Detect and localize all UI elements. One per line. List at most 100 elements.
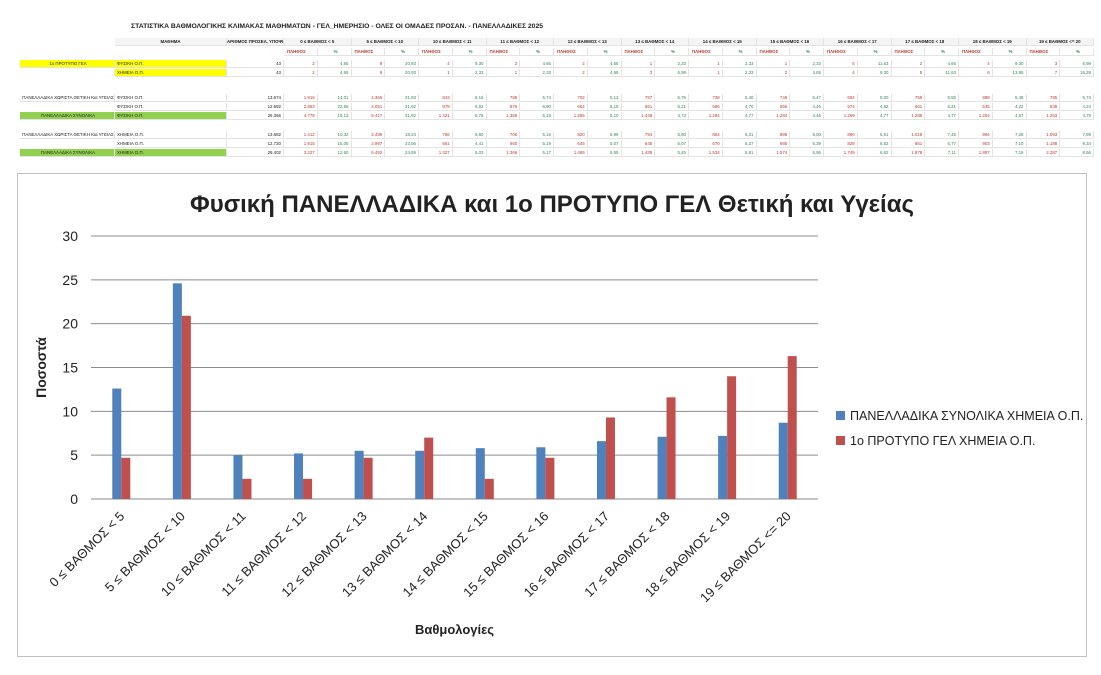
- row-count: 1.366: [486, 112, 521, 120]
- row-pct: 4,65: [587, 60, 622, 68]
- subheader-pct: %: [790, 48, 824, 56]
- subheader-pct: %: [385, 48, 419, 56]
- row-pct: 11,63: [925, 69, 959, 77]
- subheader-count: ΠΛΗΘΟΣ: [824, 48, 858, 56]
- legend-label: ΠΑΝΕΛΛΑΔΙΚΑ ΣΥΝΟΛΙΚΑ ΧΗΜΕΙΑ Ο.Π.: [850, 409, 1083, 423]
- row-pct: 5,40: [722, 94, 757, 102]
- row-pct: 18,24: [385, 131, 419, 139]
- subheader-pct: %: [992, 48, 1027, 56]
- bar-1st-model-school: [787, 356, 797, 499]
- row-count: 861: [891, 140, 926, 148]
- y-tick-label: 5: [70, 447, 78, 463]
- bar-panhellenic: [778, 422, 788, 499]
- y-tick-label: 15: [62, 360, 78, 376]
- row-count: 3: [621, 69, 656, 77]
- row-count: 4.366: [351, 94, 386, 102]
- bar-panhellenic: [112, 388, 122, 499]
- bar-1st-model-school: [181, 315, 191, 499]
- table-row: ΠΑΝΕΛΛΑΔΙΚΑ ΧΩΡΙΣΤΑ ΘΕΤΙΚΗ Και ΥΓΕΙΑΣ ΧΗΜ…: [20, 131, 1101, 139]
- bar-panhellenic: [294, 453, 304, 499]
- row-count: 829: [824, 140, 858, 148]
- row-count: 5: [824, 60, 858, 68]
- chart-title: Φυσική ΠΑΝΕΛΛΑΔΙΚΑ και 1ο ΠΡΟΤΥΠΟ ΓΕΛ Θε…: [190, 191, 914, 218]
- row-pct: 7,99: [1060, 131, 1094, 139]
- row-pct: 4,79: [1060, 112, 1094, 120]
- bar-1st-model-school: [121, 457, 131, 499]
- row-count: 1.254: [959, 112, 993, 120]
- row-count: 794: [621, 131, 656, 139]
- row-pct: 5,76: [655, 94, 689, 102]
- row-subject: ΧΗΜΕΙΑ Ο.Π.: [115, 69, 227, 77]
- row-count: 888: [959, 94, 993, 102]
- row-pct: 7,26: [992, 131, 1027, 139]
- row-count: 1.284: [756, 112, 791, 120]
- row-count: 1.439: [621, 149, 656, 157]
- row-count: 1: [689, 69, 723, 77]
- row-count: 645: [554, 140, 588, 148]
- y-tick-label: 20: [62, 316, 78, 332]
- row-count: 1.263: [1026, 112, 1061, 120]
- row-count: 6.492: [351, 149, 386, 157]
- row-pct: 4,77: [722, 112, 757, 120]
- header-subject: ΜΑΘΗΜΑ: [115, 38, 227, 46]
- chart-area: Φυσική ΠΑΝΕΛΛΑΔΙΚΑ και 1ο ΠΡΟΤΥΠΟ ΓΕΛ Θε…: [17, 173, 1087, 657]
- row-count: 654: [554, 103, 588, 111]
- row-pct: 23,56: [385, 140, 419, 148]
- header-range: 19 ≤ ΒΑΘΜΟΣ <= 20: [1026, 38, 1094, 46]
- table-row: ΧΗΜΕΙΑ Ο.Π. 43 2 4,65 9 20,93 1 2,33 1 2,33 2 4,65 3…: [20, 69, 1101, 77]
- row-pct: 20,93: [385, 69, 419, 77]
- bar-panhellenic: [233, 455, 243, 499]
- x-axis-label: Βαθμολογίες: [415, 622, 494, 637]
- row-pct: 5,27: [722, 140, 757, 148]
- y-tick-label: 30: [62, 228, 78, 244]
- row-count: 1.878: [891, 149, 926, 157]
- row-pct: 10,32: [317, 131, 352, 139]
- row-count: 1.265: [554, 112, 588, 120]
- row-total: 26.366: [227, 112, 284, 120]
- subheader-count: ΠΛΗΘΟΣ: [689, 48, 723, 56]
- row-count: 785: [1026, 94, 1061, 102]
- row-pct: 4,77: [925, 112, 959, 120]
- row-group-label: ΠΑΝΕΛΛΑΔΙΚΑ ΣΥΝΟΛΙΚΑ: [20, 149, 115, 157]
- row-count: 2.287: [1026, 149, 1061, 157]
- row-subject: ΦΥΣΙΚΗ Ο.Π.: [115, 60, 227, 68]
- row-pct: 4,46: [790, 103, 824, 111]
- subheader-count: ΠΛΗΘΟΣ: [959, 48, 993, 56]
- row-count: 1.188: [1026, 140, 1061, 148]
- row-count: 876: [486, 103, 521, 111]
- row-count: 1: [419, 69, 453, 77]
- row-count: 4.051: [351, 103, 386, 111]
- row-count: 685: [756, 140, 791, 148]
- row-count: 903: [959, 140, 993, 148]
- row-pct: 6,92: [452, 103, 487, 111]
- row-pct: 8,66: [1060, 149, 1094, 157]
- row-count: 660: [486, 140, 521, 148]
- row-pct: 4,41: [452, 140, 487, 148]
- row-count: 661: [891, 103, 926, 111]
- row-pct: 31,93: [385, 94, 419, 102]
- row-pct: 4,22: [992, 103, 1027, 111]
- subheader-pct: %: [1060, 48, 1094, 56]
- row-count: 748: [756, 94, 791, 102]
- header-range: 11 ≤ ΒΑΘΜΟΣ < 12: [486, 38, 554, 46]
- row-count: 787: [621, 94, 656, 102]
- row-count: 706: [486, 131, 521, 139]
- legend-label: 1ο ΠΡΟΤΥΠΟ ΓΕΛ ΧΗΜΕΙΑ Ο.Π.: [850, 434, 1035, 448]
- subheader-count: ΠΛΗΘΟΣ: [891, 48, 926, 56]
- bar-1st-model-school: [666, 397, 676, 499]
- bar-panhellenic: [415, 450, 425, 499]
- row-count: 1.019: [891, 131, 926, 139]
- row-count: 561: [419, 140, 453, 148]
- row-count: 5: [891, 69, 926, 77]
- row-pct: 4,65: [317, 69, 352, 77]
- legend-swatch: [836, 436, 845, 445]
- row-group-label: ΠΑΝΕΛΛΑΔΙΚΑ ΧΩΡΙΣΤΑ ΘΕΤΙΚΗ Και ΥΓΕΙΑΣ: [20, 94, 115, 102]
- row-pct: 6,52: [857, 140, 892, 148]
- row-count: 2: [486, 60, 521, 68]
- subheader-pct: %: [722, 48, 757, 56]
- row-pct: 6,98: [655, 69, 689, 77]
- bar-1st-model-school: [545, 457, 555, 499]
- row-pct: 2,33: [722, 69, 757, 77]
- row-pct: 5,17: [520, 149, 554, 157]
